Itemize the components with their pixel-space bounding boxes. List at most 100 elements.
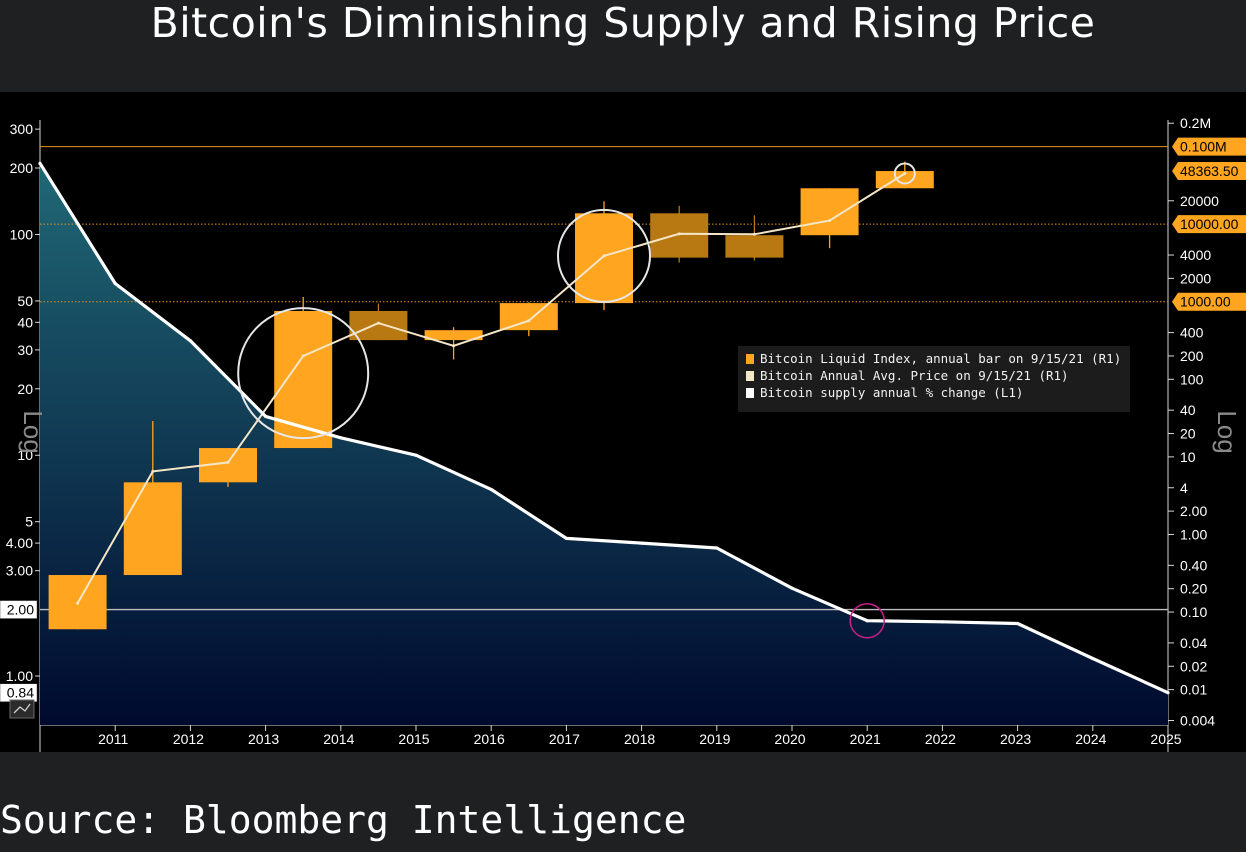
avg-price-point [301,354,305,358]
avg-price-point [226,460,230,464]
right-marker: 1000.00 [1172,292,1246,311]
candle-body [123,482,182,576]
left-tick-label: 200 [10,160,34,176]
x-tick-label: 2015 [398,731,429,747]
left-tick-label: 1.00 [6,668,33,684]
right-tick-label: 400 [1180,325,1204,341]
chart-type-icon-line [13,703,31,714]
right-tick-label: 200 [1180,348,1204,364]
candle-body [424,330,483,341]
right-tick-label: 10 [1180,449,1196,465]
left-tick-label: 50 [17,293,33,309]
x-tick-label: 2022 [925,731,956,747]
supply-change-point [940,620,945,624]
legend-entry: Bitcoin supply annual % change (L1) [760,385,1023,400]
annotation-circle [237,307,370,440]
avg-price-point [752,232,756,236]
right-tick-label: 0.004 [1180,713,1215,729]
supply-change-point [640,541,644,545]
supply-change-point [414,453,418,457]
chart-title: Bitcoin's Diminishing Supply and Rising … [150,0,1096,47]
left-marker-label: 0.84 [7,685,34,701]
right-marker-box [1172,137,1246,156]
supply-change-point [264,414,268,418]
right-tick-label: 0.02 [1180,658,1207,674]
left-tick-label: 30 [17,342,33,358]
left-marker-box [0,600,38,619]
left-marker: 0.84 [0,683,38,702]
supply-change-point [1091,656,1095,661]
candle-body [274,310,333,449]
avg-price-point [828,219,832,223]
avg-price-point [76,601,80,605]
annotation-circle [849,602,885,639]
supply-change-line [38,162,1169,695]
right-marker-label: 10000.00 [1180,216,1239,232]
supply-change-point [489,487,493,492]
right-marker-label: 1000.00 [1180,294,1231,310]
supply-change-point [715,546,719,550]
x-tick-label: 2013 [248,731,279,747]
right-tick-label: 1.00 [1180,526,1207,542]
left-tick-label: 10 [17,447,33,463]
right-tick-label: 20 [1180,426,1196,442]
legend-swatch [746,371,754,381]
right-tick-label: 20000 [1180,193,1219,209]
avg-price-point [376,321,380,325]
right-marker-box [1172,162,1246,181]
avg-price-point [151,469,155,473]
right-marker-box [1172,215,1246,234]
x-tick-label: 2024 [1075,731,1106,747]
x-tick-label: 2016 [474,731,505,747]
legend-entry: Bitcoin Liquid Index, annual bar on 9/15… [760,351,1121,366]
left-tick-label: 100 [10,226,34,242]
left-tick-label: 40 [17,314,33,330]
left-axis-title: Log [18,410,48,453]
legend-box [738,346,1130,412]
candle-body [875,171,934,189]
chart-type-icon [9,699,35,719]
right-marker: 0.100M [1172,137,1246,156]
right-tick-label: 40 [1180,402,1196,418]
candle-body [800,188,859,236]
legend-entry: Bitcoin Annual Avg. Price on 9/15/21 (R1… [760,368,1069,383]
right-tick-label: 2000 [1180,270,1211,286]
avg-price-point [452,344,456,348]
right-tick-label: 2.00 [1180,503,1207,519]
supply-change-point [188,339,192,343]
right-tick-label: 0.40 [1180,557,1207,573]
x-tick-label: 2023 [1000,731,1031,747]
avg-price-point [527,319,531,323]
supply-change-point [339,436,343,440]
supply-change-point [865,619,869,623]
candle-2020 [800,188,859,249]
legend-swatch [746,354,754,364]
avg-price-point [677,232,681,236]
candle-2011 [123,421,182,576]
left-tick-label: 3.00 [6,563,33,579]
right-tick-label: 0.01 [1180,682,1207,698]
left-tick-label: 4.00 [6,535,33,551]
annotation-circle [893,162,916,185]
right-tick-label: 0.2M [1180,115,1211,131]
supply-change-point [790,586,794,590]
right-tick-label: 0.10 [1180,604,1207,620]
avg-price-point [903,171,907,175]
avg-price-line [76,172,906,604]
supply-change-point [1016,621,1020,626]
right-tick-label: 4 [1180,480,1188,496]
x-tick-label: 2012 [173,731,204,747]
left-marker: 2.00 [0,600,38,619]
candle-2016 [499,302,558,337]
x-tick-label: 2017 [549,731,580,747]
candle-body [575,213,633,304]
right-marker: 10000.00 [1172,215,1246,234]
right-marker: 48363.50 [1172,162,1246,181]
left-tick-label: 20 [17,381,33,397]
candle-body [349,310,408,341]
candle-body [650,213,709,258]
right-tick-label: 0.20 [1180,581,1207,597]
source-note: Source: Bloomberg Intelligence [0,798,687,842]
candle-body [725,235,784,258]
left-tick-label: 300 [10,121,34,137]
